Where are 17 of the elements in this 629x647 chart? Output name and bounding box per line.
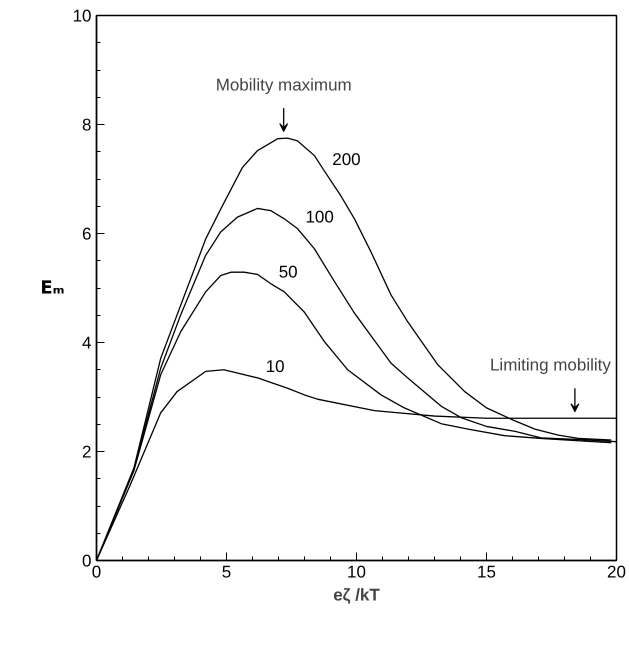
y-tick-label: 10 bbox=[72, 6, 92, 26]
annotation: Limiting mobility bbox=[490, 356, 612, 375]
y-tick-label: 6 bbox=[82, 224, 92, 244]
series-label: 200 bbox=[332, 150, 361, 169]
series-label: 100 bbox=[305, 208, 334, 227]
y-tick-label: 2 bbox=[82, 442, 92, 462]
x-tick-label: 10 bbox=[347, 562, 366, 582]
y-axis-title: Eₘ bbox=[40, 278, 65, 298]
series-label: 50 bbox=[278, 262, 298, 282]
y-tick-label: 8 bbox=[82, 116, 92, 134]
annotation: Mobility maximum bbox=[216, 76, 352, 95]
x-axis-title: eζ /kT bbox=[333, 586, 380, 604]
x-tick-label: 20 bbox=[607, 562, 626, 582]
y-tick-label: 4 bbox=[82, 334, 92, 352]
x-tick-label: 5 bbox=[222, 562, 232, 582]
series-label: 10 bbox=[266, 356, 285, 376]
x-tick-label: 15 bbox=[477, 562, 496, 582]
